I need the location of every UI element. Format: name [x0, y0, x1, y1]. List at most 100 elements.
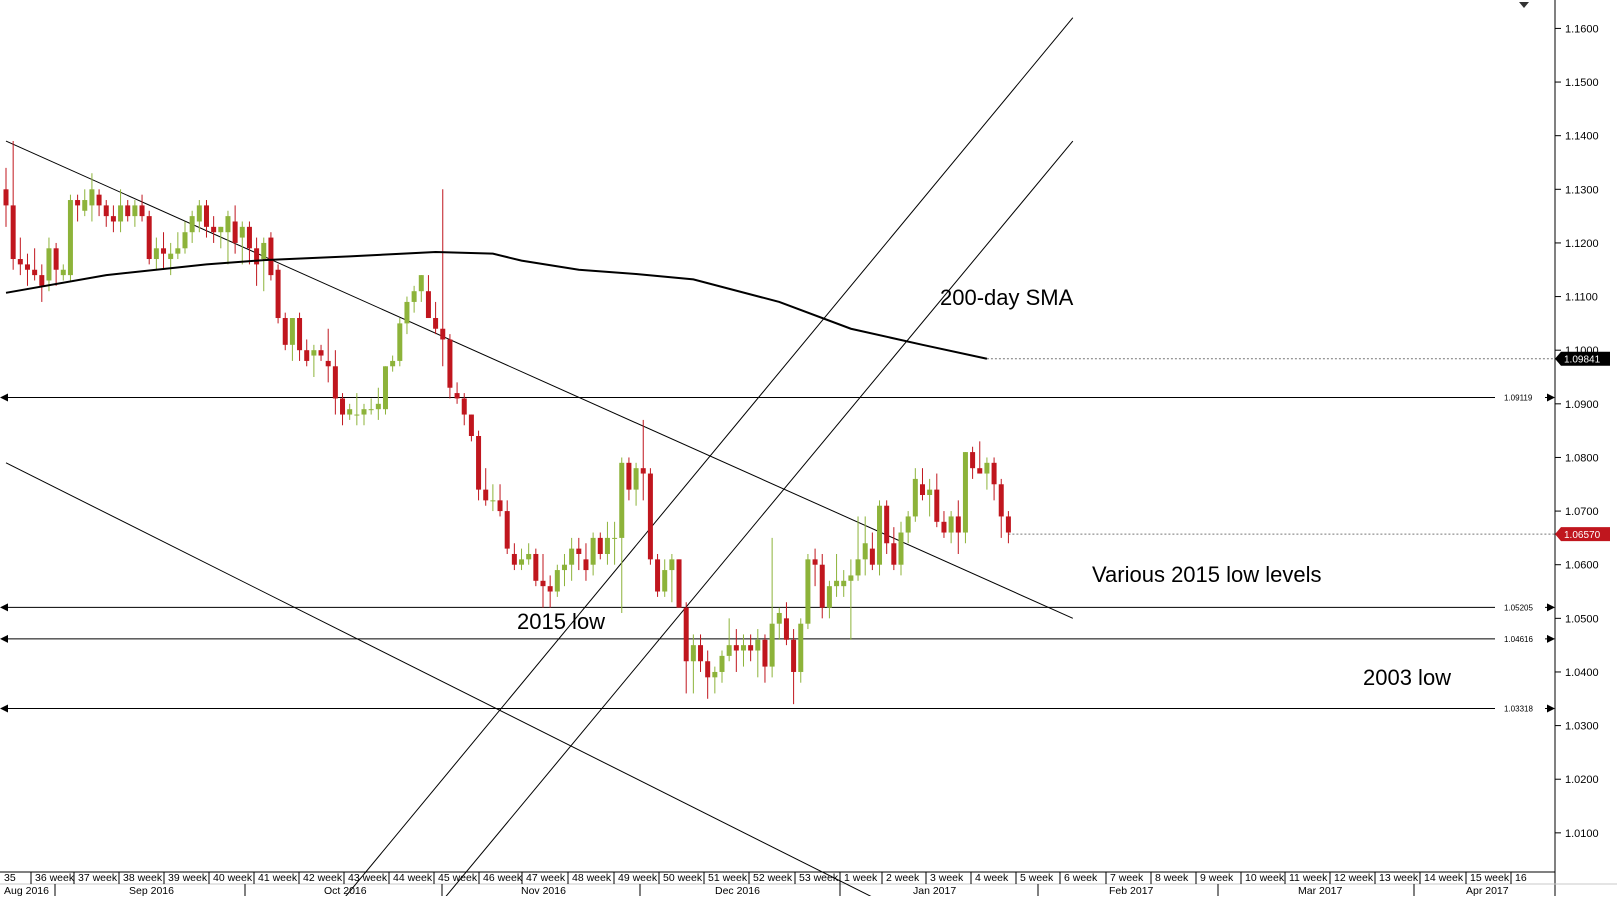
week-label: 14 week [1424, 872, 1464, 884]
y-tick-label: 1.1200 [1565, 238, 1599, 250]
candle-body [798, 623, 804, 672]
week-label: 49 week [618, 872, 658, 884]
candle-body [60, 269, 66, 276]
month-label: Apr 2017 [1466, 885, 1509, 896]
candle-body [927, 489, 933, 495]
week-label: 16 [1515, 872, 1527, 884]
level-label-bg [1495, 702, 1545, 715]
y-tick-label: 1.0600 [1565, 560, 1599, 572]
candle-body [361, 409, 367, 415]
candle-body [583, 559, 589, 571]
candle-body [497, 500, 503, 512]
week-label: 40 week [213, 872, 253, 884]
candle-body [955, 516, 961, 533]
candle-body [619, 462, 625, 538]
week-label: 6 week [1064, 872, 1098, 884]
candle-body [519, 559, 525, 565]
week-label: 51 week [708, 872, 748, 884]
candle-body [304, 350, 310, 361]
level-line-right-arrow [1547, 704, 1555, 713]
level-line-right-arrow [1547, 393, 1555, 402]
month-label: Aug 2016 [4, 885, 49, 896]
month-label: Feb 2017 [1109, 885, 1154, 896]
candle-body [146, 216, 152, 260]
candle-body [698, 645, 704, 662]
candle-body [182, 232, 188, 249]
candle-body [733, 645, 739, 651]
candle-body [669, 559, 675, 571]
various-2015-low-annotation: Various 2015 low levels [1092, 562, 1322, 587]
week-label: 45 week [438, 872, 478, 884]
candle-body [776, 612, 782, 624]
candle-body [783, 618, 789, 640]
candle-body [547, 586, 553, 592]
price-tag-bg [1555, 527, 1610, 542]
level-label: 1.05205 [1504, 603, 1533, 612]
candle-body [705, 661, 711, 678]
sma-annotation: 200-day SMA [940, 285, 1074, 310]
sma-200-line [5, 251, 988, 360]
candle-body [633, 468, 639, 490]
week-label: 3 week [930, 872, 964, 884]
week-label: 42 week [303, 872, 343, 884]
candle-body [898, 532, 904, 565]
candle-body [218, 226, 224, 233]
y-tick-label: 1.0400 [1565, 667, 1599, 679]
candle-body [189, 216, 195, 233]
trend-line [441, 140, 1074, 901]
week-label: 44 week [393, 872, 433, 884]
week-label: 9 week [1200, 872, 1234, 884]
week-label: 53 week [799, 872, 839, 884]
candle-body [246, 226, 252, 249]
candle-body [418, 275, 424, 292]
month-label: Jan 2017 [913, 885, 956, 896]
candle-body [103, 205, 109, 217]
candle-body [254, 248, 260, 265]
price-tag-bg [1555, 351, 1610, 366]
candle-body [347, 409, 353, 415]
candle-body [984, 462, 990, 474]
candle-body [125, 205, 131, 217]
candle-body [311, 350, 317, 356]
week-label: 11 week [1289, 872, 1328, 884]
candle-body [805, 559, 811, 624]
candle-body [719, 655, 725, 672]
candle-body [504, 511, 510, 549]
trend-line [341, 17, 1074, 901]
candle-body [132, 205, 138, 217]
candle-body [67, 200, 73, 276]
candle-body [712, 671, 718, 678]
week-label: 13 week [1379, 872, 1419, 884]
y-tick-label: 1.1300 [1565, 184, 1599, 196]
trend-line [5, 140, 1074, 619]
week-label: 52 week [753, 872, 793, 884]
candle-body [891, 543, 897, 565]
candle-body [970, 452, 976, 469]
week-label: 47 week [526, 872, 566, 884]
candle-body [10, 205, 16, 260]
candle-body [762, 639, 768, 667]
candle-body [834, 580, 840, 587]
candle-body [569, 548, 575, 565]
candle-body [368, 409, 374, 411]
week-label: 12 week [1334, 872, 1374, 884]
candle-body [110, 216, 116, 222]
y-tick-label: 1.0800 [1565, 452, 1599, 464]
candle-body [676, 559, 682, 608]
level-line-right-arrow [1547, 603, 1555, 612]
candle-body [153, 248, 159, 260]
price-tag-label: 1.09841 [1564, 355, 1601, 366]
candle-body [476, 436, 482, 490]
candle-body [332, 366, 338, 399]
candle-body [490, 500, 496, 502]
candle-body [855, 559, 861, 576]
y-tick-label: 1.0100 [1565, 828, 1599, 840]
candle-body [268, 237, 274, 276]
week-label: 38 week [123, 872, 163, 884]
candle-body [819, 564, 825, 608]
candle-body [211, 226, 217, 233]
month-label: Mar 2017 [1298, 885, 1343, 896]
week-label: 35 [4, 872, 16, 884]
